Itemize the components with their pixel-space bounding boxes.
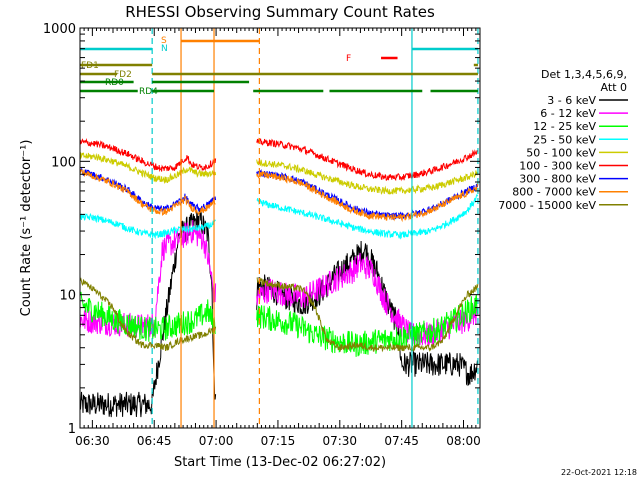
data-layer [79, 137, 479, 418]
flag-label-fd1: FD1 [81, 61, 99, 71]
timestamp-stamp: 22-Oct-2021 12:18 [561, 468, 637, 477]
flag-label-rd4: RD4 [139, 87, 158, 97]
legend-header-line2: Att 0 [601, 81, 627, 94]
x-tick-label: 07:30 [322, 434, 357, 448]
legend-label-800-7000-kev: 800 - 7000 keV [512, 186, 596, 199]
legend-label-300-800-kev: 300 - 800 keV [519, 173, 596, 186]
legend-label-100-300-kev: 100 - 300 keV [519, 160, 596, 173]
series-line-7000-15000-kev [79, 276, 479, 353]
flag-label-s: S [161, 36, 167, 46]
y-axis-label: Count Rate (s⁻¹ detector⁻¹) [19, 140, 34, 317]
x-tick-label: 06:30 [75, 434, 110, 448]
series-line-50-100-kev [79, 152, 479, 195]
series-line-100-300-kev [79, 137, 479, 182]
legend-label-25-50-kev: 25 - 50 keV [533, 133, 596, 146]
chart-title: RHESSI Observing Summary Count Rates [125, 3, 435, 21]
legend-label-3-6-kev: 3 - 6 keV [547, 94, 596, 107]
x-tick-label: 07:00 [199, 434, 234, 448]
flag-label-n: N [161, 44, 168, 54]
legend-header-line1: Det 1,3,4,5,6,9, [541, 68, 627, 81]
flag-label-f: F [346, 54, 351, 64]
x-axis-label: Start Time (13-Dec-02 06:27:02) [174, 455, 386, 470]
x-tick-label: 07:15 [261, 434, 296, 448]
y-tick-label: 1 [68, 422, 76, 437]
x-tick-label: 07:45 [384, 434, 419, 448]
y-tick-label: 1000 [43, 22, 76, 37]
series-line-800-7000-kev [79, 168, 479, 223]
axes: 06:30 06:45 07:00 07:15 07:30 07:45 08:00 1000 1… [43, 22, 481, 448]
event-markers [151, 28, 479, 428]
legend-label-6-12-kev: 6 - 12 keV [540, 107, 596, 120]
y-tick-label: 100 [51, 155, 76, 170]
x-tick-label: 08:00 [446, 434, 481, 448]
legend-label-7000-15000-kev: 7000 - 15000 keV [498, 199, 596, 212]
y-tick-label: 10 [59, 289, 76, 304]
plot-frame [79, 27, 481, 429]
flag-label-fd2: FD2 [114, 70, 132, 80]
legend-label-50-100-kev: 50 - 100 keV [526, 146, 596, 159]
x-tick-label: 06:45 [137, 434, 172, 448]
flag-label-rd0: RD0 [105, 78, 124, 88]
series-line-25-50-kev [79, 193, 479, 240]
legend-label-12-25-kev: 12 - 25 keV [533, 120, 596, 133]
